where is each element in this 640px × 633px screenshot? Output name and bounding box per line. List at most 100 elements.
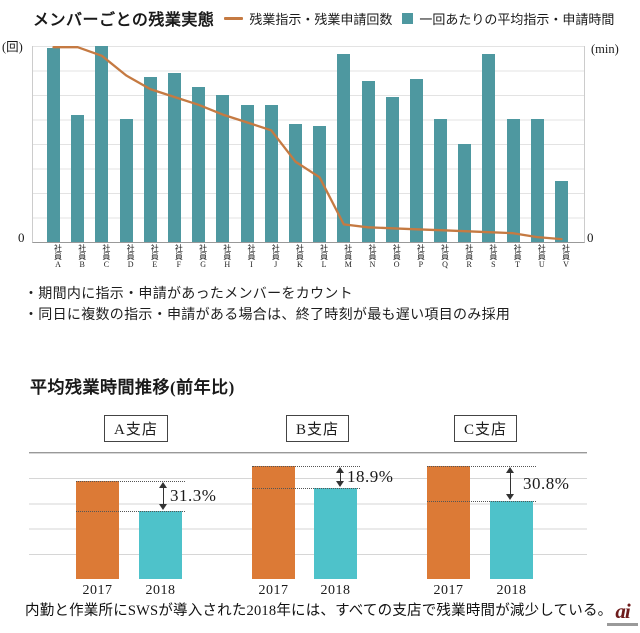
bar-A支店-2017 [76,481,119,579]
x-label-社員S: 社員S [488,244,498,269]
x-label-社員N: 社員N [368,244,377,269]
legend-bar-label: 一回あたりの平均指示・申請時間 [419,11,615,27]
bar-社員Q [434,118,447,242]
arrow-head-up-icon [159,482,167,488]
x-label-社員F: 社員F [174,244,184,269]
bar-legend-square-icon [402,12,414,24]
bar-社員U [530,118,544,242]
branch-label-b: B支店 [286,415,350,442]
branch-label-c: C支店 [454,415,518,442]
bar-社員B [71,114,85,242]
year-label-C支店-2018: 2018 [496,583,527,598]
publisher-watermark: ai [607,601,638,626]
x-label-社員C: 社員C [101,244,111,269]
bar-社員E [143,77,157,242]
dotted-guide-B支店-2017 [252,466,360,467]
year-label-A支店-2017: 2017 [82,583,113,598]
bar-社員M [337,53,351,242]
bottom-chart-plot-area: 2017 2018 31.3% 2017 2018 18.9% 2017 2018 30.8% [29,452,587,598]
bar-社員P [409,79,423,242]
x-label-社員J: 社員J [271,244,281,269]
x-label-社員T: 社員T [513,244,523,269]
reduction-percent-B支店: 18.9% [347,467,394,486]
year-label-B支店-2017: 2017 [258,583,289,598]
bar-社員N [361,81,375,242]
dotted-guide-A支店-2017 [76,481,185,482]
ai-logo-underline [607,623,638,626]
year-label-A支店-2018: 2018 [145,583,176,598]
note-line-1: ・期間内に指示・申請があったメンバーをカウント [24,287,353,302]
bar-社員H [216,95,230,242]
bar-社員R [458,144,472,242]
x-label-社員G: 社員G [198,244,208,269]
branch-label-a: A支店 [104,415,168,442]
left-axis-unit: (回) [2,40,23,54]
reduction-percent-A支店: 31.3% [170,486,217,505]
x-label-社員P: 社員P [416,244,426,269]
x-label-社員V: 社員V [561,244,571,269]
right-axis-unit: (min) [591,42,619,56]
reduction-percent-C支店: 30.8% [523,473,570,493]
bar-社員V [555,181,568,242]
arrow-head-up-icon [506,467,514,473]
year-label-C支店-2017: 2017 [433,583,464,598]
bar-B支店-2018 [314,488,357,579]
bar-社員C [95,46,109,242]
arrow-head-up-icon [336,467,344,473]
arrow-shaft [509,471,512,496]
arrow-head-down-icon [159,504,167,510]
bar-C支店-2018 [490,501,533,579]
right-axis-zero: 0 [587,230,594,245]
x-label-社員E: 社員E [150,244,160,269]
ai-logo-icon: ai [615,599,630,623]
bar-社員F [167,73,181,242]
legend-line-label: 残業指示・残業申請回数 [249,11,393,27]
arrow-shaft [339,471,342,484]
dotted-guide-C支店-2018 [427,501,536,502]
line-legend-dash-icon [224,16,244,20]
year-label-B支店-2018: 2018 [320,583,351,598]
note-line-2: ・同日に複数の指示・申請がある場合は、終了時刻が最も遅い項目のみ採用 [24,307,511,323]
bar-社員G [192,87,206,242]
dotted-guide-B支店-2018 [252,488,360,489]
x-label-社員U: 社員U [537,244,547,269]
bar-B支店-2017 [252,466,295,579]
top-chart-x-labels: 社員A 社員B 社員C 社員D 社員E 社員F 社員G 社員H 社員I 社員J 社員K 社員L 社員M 社… [32,244,583,284]
top-chart-header: メンバーごとの残業実態 残業指示・残業申請回数 一回あたりの平均指示・申請時間 [33,6,638,30]
x-label-社員O: 社員O [392,244,402,269]
bar-社員L [313,126,327,242]
overtime-count-line [52,46,563,241]
top-chart-title: メンバーごとの残業実態 [33,12,215,29]
legend-item-bar: 一回あたりの平均指示・申請時間 [402,9,614,28]
reduction-arrow-icon-A支店 [159,482,168,510]
dotted-guide-C支店-2017 [427,466,536,467]
overtime-count-line-chart [52,46,563,241]
arrow-head-down-icon [506,494,514,500]
left-axis-zero: 0 [18,230,25,245]
x-label-社員A: 社員A [53,244,63,269]
bar-社員S [482,53,496,242]
x-label-社員R: 社員R [464,244,474,269]
reduction-arrow-icon-C支店 [506,467,515,500]
x-label-社員D: 社員D [126,244,136,269]
reduction-arrow-icon-B支店 [336,467,345,488]
bar-社員T [506,118,520,242]
x-label-社員M: 社員M [343,244,353,269]
x-label-社員K: 社員K [295,244,305,269]
bar-社員O [385,97,399,242]
x-label-社員B: 社員B [77,244,87,269]
bar-C支店-2017 [427,466,470,579]
bar-社員A [47,48,60,242]
bar-社員I [240,104,254,242]
conclusion-caption: 内勤と作業所にSWSが導入された2018年には、すべての支店で残業時間が減少して… [25,603,613,619]
dotted-guide-A支店-2018 [76,511,185,512]
chart-notes: ・期間内に指示・申請があったメンバーをカウント ・同日に複数の指示・申請がある場… [24,285,510,326]
arrow-shaft [162,486,165,506]
x-label-社員H: 社員H [222,244,232,269]
x-label-社員Q: 社員Q [440,244,450,269]
x-label-社員I: 社員I [247,244,256,269]
bar-社員K [288,124,302,242]
legend-item-line: 残業指示・残業申請回数 [224,9,392,28]
bar-社員J [264,104,278,242]
arrow-head-down-icon [336,481,344,488]
